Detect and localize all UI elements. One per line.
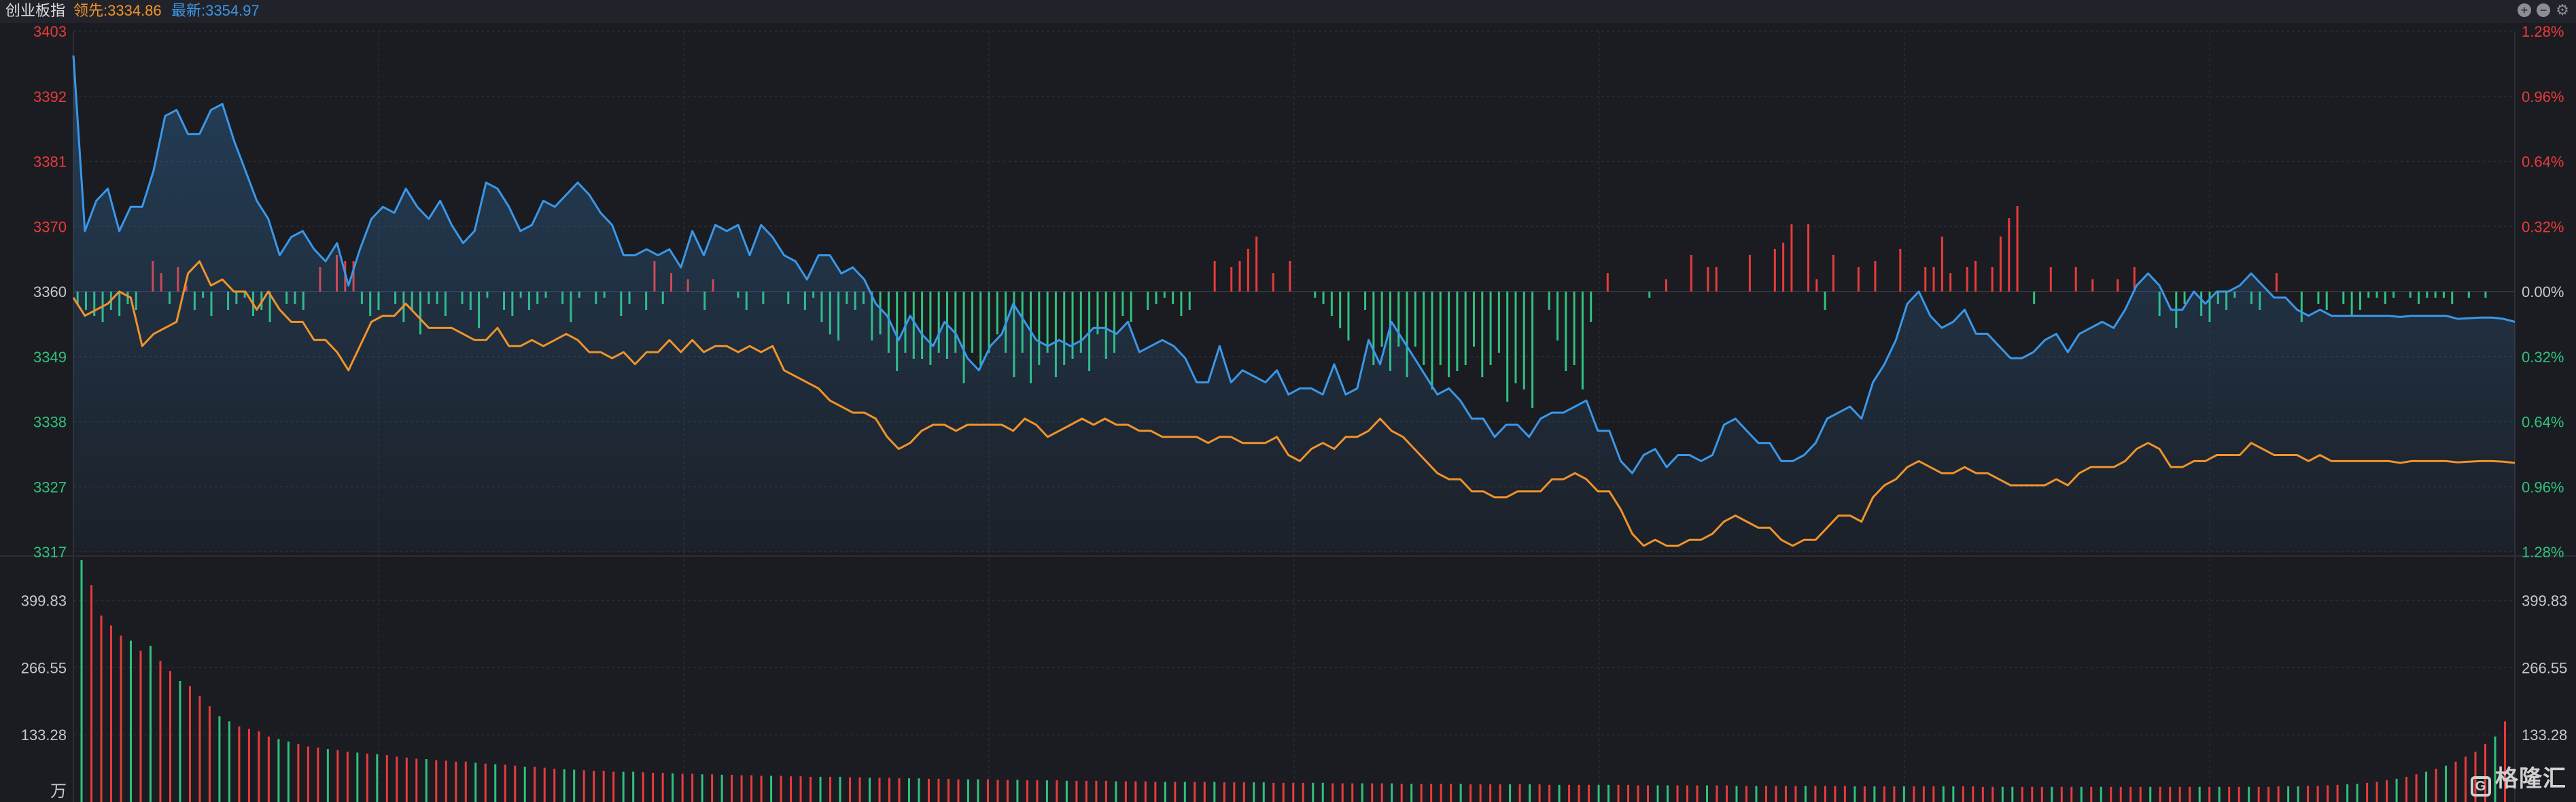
latest-readout: 最新:3354.97 [171, 2, 260, 20]
y-tick-right: 0.00% [2522, 283, 2564, 300]
y-tick-left: 3403 [33, 23, 67, 40]
y-tick-right: 0.96% [2522, 88, 2564, 105]
volume-tick-right: 266.55 [2522, 659, 2567, 676]
leader-label: 领先: [73, 2, 108, 19]
y-tick-left: 3392 [33, 88, 67, 105]
logo-text: 格隆汇 [2495, 766, 2566, 792]
y-tick-left: 3349 [33, 349, 67, 366]
minus-icon[interactable]: − [2537, 3, 2550, 17]
latest-area [73, 55, 2515, 553]
leader-line [72, 260, 2516, 547]
y-tick-right: 0.64% [2522, 154, 2564, 171]
volume-tick-right: 133.28 [2522, 727, 2567, 744]
brand-logo: G 格隆汇 [2471, 760, 2566, 797]
y-tick-right: 1.28% [2522, 544, 2564, 561]
volume-tick-left: 266.55 [21, 659, 67, 676]
leader-value: 3334.86 [107, 2, 162, 19]
volume-tick-left: 133.28 [21, 727, 67, 744]
gear-icon[interactable]: ⚙ [2556, 1, 2569, 18]
intraday-chart: 3403 1.28% 3392 0.96% 3381 0.64% 3370 0.32% 3360… [0, 23, 2576, 802]
axis-labels: 3403 1.28% 3392 0.96% 3381 0.64% 3370 0.32% 3360… [21, 23, 2568, 801]
y-tick-right: 0.64% [2522, 414, 2564, 431]
y-tick-right: 0.32% [2522, 218, 2564, 235]
volume-bars [80, 560, 2507, 802]
leader-readout: 领先:3334.86 [73, 2, 162, 20]
y-tick-left: 3338 [33, 414, 67, 431]
plus-icon[interactable]: + [2518, 3, 2531, 17]
y-tick-right: 0.32% [2522, 349, 2564, 366]
latest-label: 最新: [171, 2, 206, 19]
y-tick-left: 3381 [33, 154, 67, 171]
volume-unit: 万 [50, 782, 67, 801]
latest-line [72, 55, 2516, 474]
y-tick-left: 3317 [33, 544, 67, 561]
y-tick-right: 1.28% [2522, 23, 2564, 40]
y-tick-left: 3370 [33, 218, 67, 235]
y-tick-left: 3327 [33, 478, 67, 495]
volume-tick-right: 399.83 [2522, 592, 2567, 609]
latest-value: 3354.97 [205, 2, 260, 19]
volume-tick-left: 399.83 [21, 592, 67, 609]
y-tick-left: 3360 [33, 283, 67, 300]
title-bar: 创业板指 领先:3334.86 最新:3354.97 + − ⚙ [0, 0, 2576, 22]
logo-icon: G [2471, 776, 2491, 797]
index-title: 创业板指 [5, 2, 66, 19]
y-tick-right: 0.96% [2522, 478, 2564, 495]
price-panel [72, 55, 2516, 553]
